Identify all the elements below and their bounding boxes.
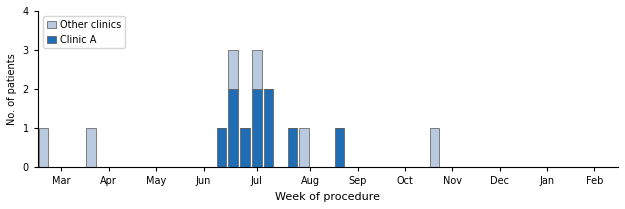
X-axis label: Week of procedure: Week of procedure [276, 192, 381, 202]
Y-axis label: No. of patients: No. of patients [7, 53, 17, 125]
Bar [252, 89, 262, 167]
Bar [229, 50, 238, 89]
Bar [240, 128, 250, 167]
Bar [217, 128, 226, 167]
Bar [252, 50, 262, 89]
Bar [299, 128, 309, 167]
Legend: Other clinics, Clinic A: Other clinics, Clinic A [42, 16, 125, 48]
Bar [39, 128, 48, 167]
Bar [86, 128, 96, 167]
Bar [288, 128, 297, 167]
Bar [335, 128, 344, 167]
Bar [229, 89, 238, 167]
Bar [264, 89, 274, 167]
Bar [430, 128, 439, 167]
